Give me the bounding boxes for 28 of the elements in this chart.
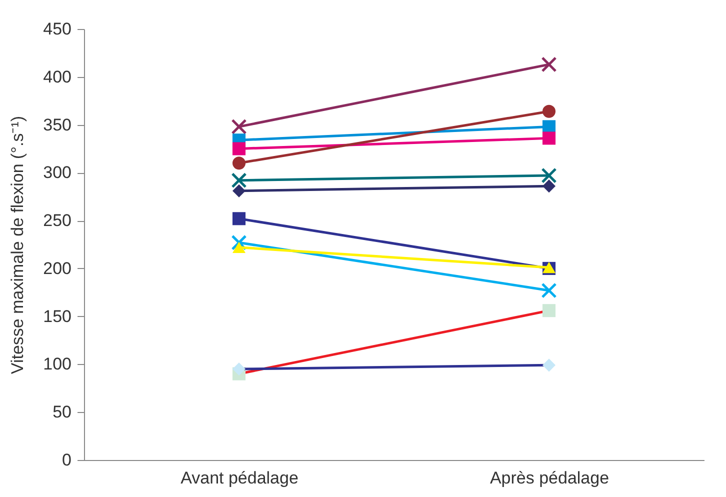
y-tick-label: 0 xyxy=(62,450,72,470)
point xyxy=(542,180,556,193)
y-tick-label: 450 xyxy=(43,20,72,38)
x-tick-label: Avant pédalage xyxy=(180,468,298,488)
point xyxy=(542,358,556,372)
y-axis-title: Vitesse maximale de flexion (°.s⁻¹) xyxy=(8,116,28,374)
y-tick-label: 400 xyxy=(43,67,72,86)
point xyxy=(232,212,246,226)
point xyxy=(232,184,246,198)
y-tick-label: 100 xyxy=(43,354,72,374)
y-tick-label: 300 xyxy=(43,163,72,182)
point xyxy=(542,104,556,118)
y-tick-label: 50 xyxy=(52,402,72,422)
x-tick-label: Après pédalage xyxy=(490,468,610,488)
point xyxy=(541,56,557,72)
point xyxy=(231,118,247,134)
y-tick-label: 150 xyxy=(43,306,72,326)
point xyxy=(542,132,556,145)
point xyxy=(232,156,246,170)
y-tick-label: 250 xyxy=(43,211,72,230)
point xyxy=(231,172,247,188)
point xyxy=(232,362,246,376)
point xyxy=(232,142,246,156)
point xyxy=(541,168,557,184)
y-tick-label: 200 xyxy=(43,258,72,278)
point xyxy=(542,304,556,318)
point xyxy=(541,282,557,298)
y-tick-label: 350 xyxy=(43,115,72,134)
